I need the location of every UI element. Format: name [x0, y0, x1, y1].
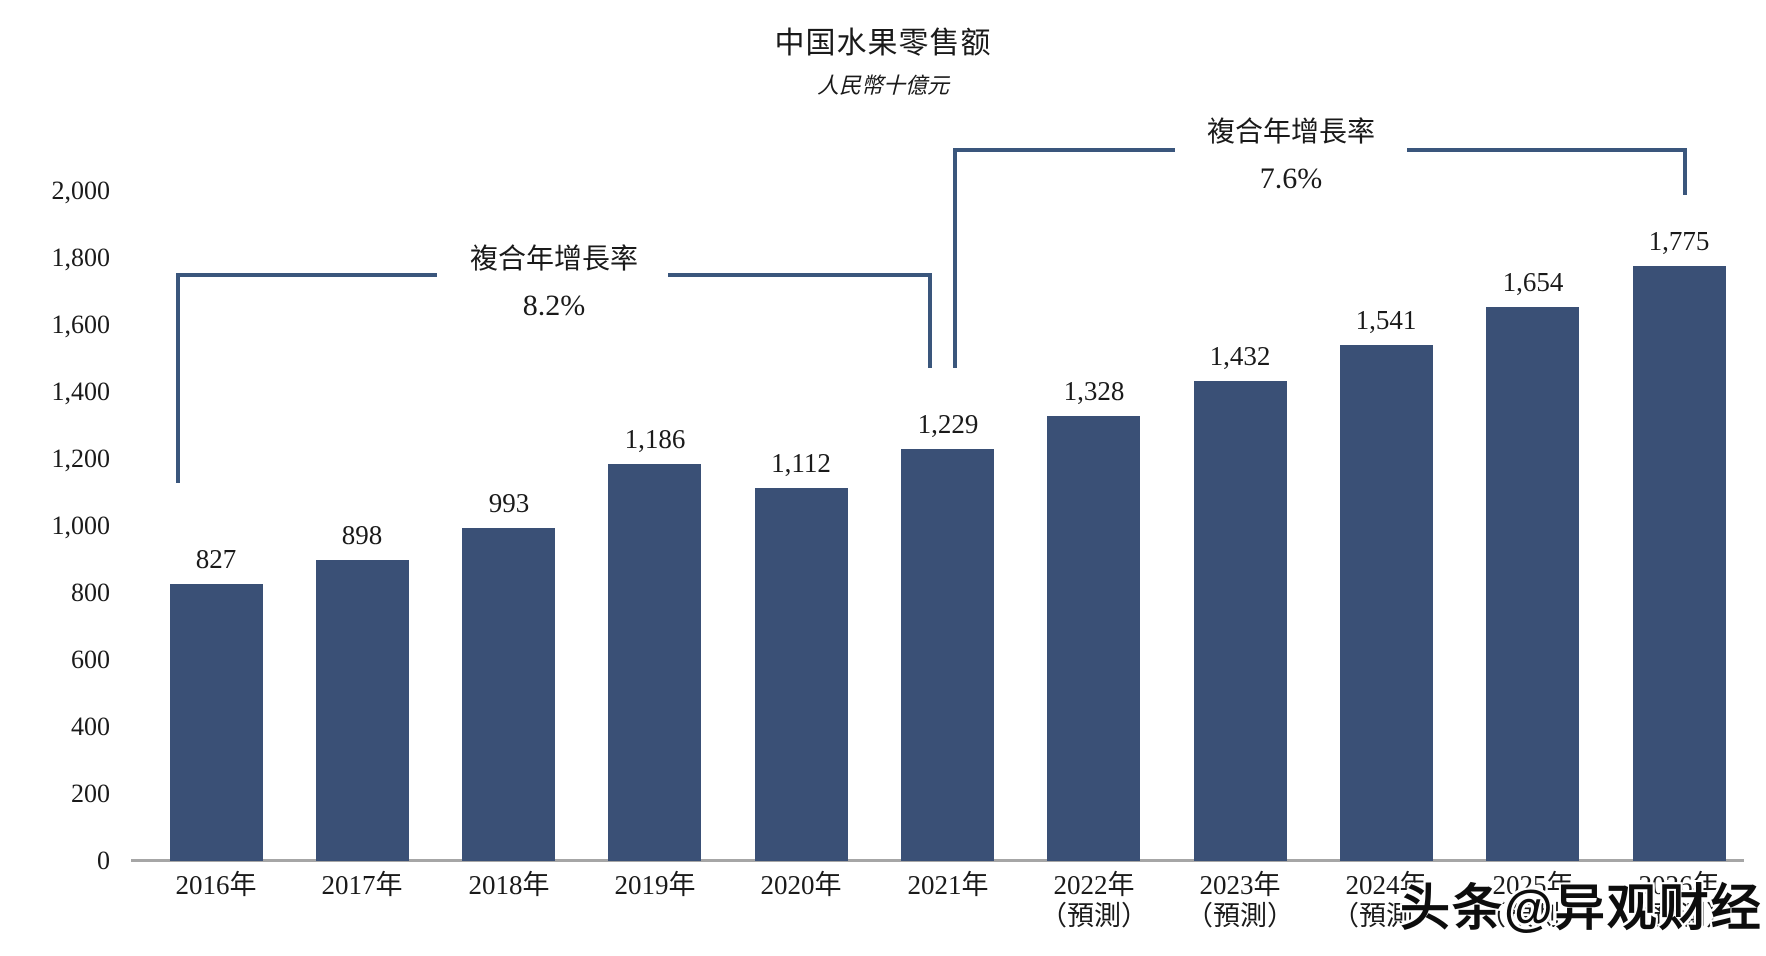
bracket-right-vertical: [1683, 148, 1687, 195]
y-tick-800: 800: [71, 578, 110, 607]
forecast-note: （預測）: [1186, 901, 1294, 931]
chart-title: 中国水果零售额: [774, 27, 992, 60]
x-label-2018年: 2018年: [468, 870, 550, 900]
y-tick-600: 600: [71, 645, 110, 674]
bar-2025年: [1486, 307, 1579, 861]
y-tick-1000: 1,000: [51, 511, 111, 540]
value-label-2021年: 1,229: [917, 409, 979, 439]
y-tick-0: 0: [97, 846, 110, 875]
forecast-note: （預測）: [1332, 901, 1440, 931]
y-tick-1800: 1,800: [51, 243, 111, 272]
cagr-annotation-1: 複合年增長率 8.2%: [424, 245, 684, 322]
bracket-left-vertical: [176, 273, 180, 483]
value-label-2020年: 1,112: [771, 448, 831, 478]
value-label-2023年: 1,432: [1209, 341, 1271, 371]
y-tick-1200: 1,200: [51, 444, 111, 473]
bar-2019年: [608, 464, 701, 861]
cagr-annotation-2: 複合年增長率 7.6%: [1161, 118, 1421, 195]
watermark: 头条@异观财经: [1400, 880, 1763, 936]
x-label-2026年: 2026年 （預測）: [1606, 870, 1752, 932]
bar-2017年: [316, 560, 409, 861]
y-tick-1400: 1,400: [51, 377, 111, 406]
cagr-label: 複合年增長率: [1206, 117, 1375, 148]
bar-2016年: [170, 584, 263, 861]
y-tick-400: 400: [71, 712, 110, 741]
bracket-horizontal-left: [953, 148, 1175, 152]
forecast-note: （預測）: [1625, 901, 1733, 931]
bar-2023年: [1194, 381, 1287, 861]
x-label-2022年: 2022年 （預測）: [1021, 870, 1167, 932]
bar-2022年: [1047, 416, 1140, 861]
value-label-2016年: 827: [195, 544, 237, 574]
bar-2018年: [462, 528, 555, 861]
cagr-value: 8.2%: [522, 289, 586, 322]
value-label-2024年: 1,541: [1355, 305, 1417, 335]
bracket-horizontal-right: [1407, 148, 1687, 152]
bracket-left-vertical: [953, 148, 957, 368]
x-label-2025年: 2025年 （預測）: [1460, 870, 1606, 932]
value-label-2017年: 898: [341, 520, 383, 550]
chart-subtitle: 人民幣十億元: [816, 73, 949, 98]
bar-2021年: [901, 449, 994, 861]
forecast-note: （預測）: [1479, 901, 1587, 931]
bracket-right-vertical: [928, 273, 932, 368]
bracket-horizontal-right: [668, 273, 932, 277]
x-label-2019年: 2019年: [614, 870, 696, 900]
bar-2026年: [1633, 266, 1726, 861]
value-label-2025年: 1,654: [1502, 267, 1564, 297]
bracket-horizontal-left: [176, 273, 437, 277]
value-label-2026年: 1,775: [1648, 226, 1710, 256]
value-label-2018年: 993: [488, 488, 530, 518]
x-label-2016年: 2016年: [175, 870, 257, 900]
bar-2020年: [755, 488, 848, 861]
y-tick-200: 200: [71, 779, 110, 808]
x-label-2024年: 2024年 （預測）: [1313, 870, 1459, 932]
forecast-note: （預測）: [1040, 901, 1148, 931]
value-label-2022年: 1,328: [1063, 376, 1125, 406]
y-tick-2000: 2,000: [51, 176, 111, 205]
cagr-label: 複合年增長率: [469, 244, 638, 275]
bar-2024年: [1340, 345, 1433, 861]
x-label-2020年: 2020年: [760, 870, 842, 900]
x-label-2017年: 2017年: [321, 870, 403, 900]
x-label-2023年: 2023年 （預測）: [1167, 870, 1313, 932]
y-tick-1600: 1,600: [51, 310, 111, 339]
x-label-2021年: 2021年: [907, 870, 989, 900]
cagr-value: 7.6%: [1259, 162, 1323, 195]
value-label-2019年: 1,186: [624, 424, 686, 454]
